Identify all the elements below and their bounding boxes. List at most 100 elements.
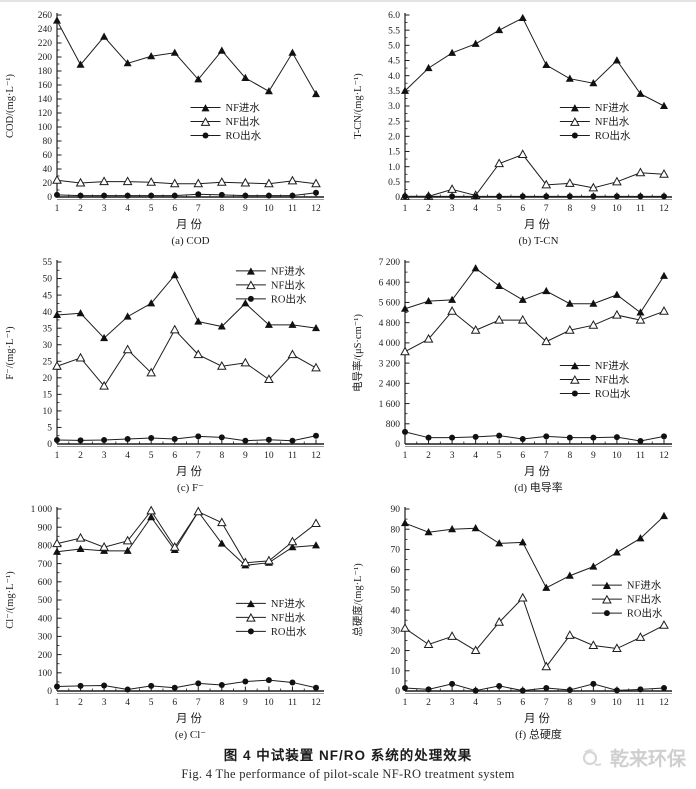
triangle-filled-marker-icon — [170, 48, 179, 56]
triangle-filled-marker-icon — [542, 60, 551, 69]
y-tick-label: 40 — [391, 606, 401, 616]
triangle-filled-marker-icon — [636, 89, 645, 97]
triangle-open-marker-icon — [612, 643, 622, 653]
y-tick-label: 6 400 — [379, 278, 401, 288]
circle-filled-marker-icon — [425, 193, 432, 200]
series-ro-effluent — [402, 428, 667, 444]
triangle-filled-marker-icon — [217, 539, 226, 547]
triangle-filled-marker-icon — [241, 299, 250, 307]
y-tick-label: 15 — [43, 391, 53, 401]
series-line — [404, 267, 665, 314]
y-tick-label: 180 — [38, 67, 53, 77]
triangle-open-marker-icon — [612, 176, 622, 186]
x-tick-label: 9 — [591, 451, 596, 461]
x-axis-title: 月份 — [176, 712, 205, 725]
chart-c-fluoride: 0 5 10 15 20 25 30 35 40 45 50 55 1 2 3 4 5 6 7 8 9 10 11 12 F⁻/… — [0, 249, 348, 496]
x-tick-label: 5 — [149, 204, 154, 214]
triangle-open-marker-icon — [541, 661, 552, 671]
x-tick-label: 4 — [125, 204, 130, 214]
triangle-open-marker-icon — [216, 361, 227, 370]
circle-filled-marker-icon — [472, 193, 479, 200]
x-tick-label: 3 — [102, 698, 107, 708]
circle-filled-marker-icon — [148, 192, 155, 199]
x-tick-label: 12 — [659, 698, 669, 708]
circle-filled-marker-icon — [171, 436, 178, 443]
circle-filled-marker-icon — [265, 192, 272, 199]
triangle-filled-marker-icon — [288, 320, 297, 328]
y-tick-label: 6.0 — [388, 11, 400, 21]
series-nf-influent — [401, 13, 668, 109]
circle-filled-marker-icon — [496, 682, 503, 689]
triangle-filled-marker-icon — [589, 79, 598, 87]
x-tick-label: 10 — [612, 204, 622, 214]
circle-filled-marker-icon — [242, 437, 249, 444]
circle-filled-marker-icon — [519, 435, 526, 442]
y-tick-label: 10 — [391, 667, 401, 677]
triangle-open-marker-icon — [635, 314, 646, 324]
triangle-filled-marker-icon — [471, 264, 480, 272]
circle-filled-marker-icon — [590, 434, 597, 441]
circle-filled-marker-icon — [101, 682, 108, 689]
x-tick-label: 2 — [426, 204, 431, 214]
x-tick-label: 2 — [78, 451, 83, 461]
triangle-open-marker-icon — [287, 175, 298, 185]
x-tick-label: 7 — [544, 451, 549, 461]
x-tick-label: 5 — [149, 698, 154, 708]
series-line — [56, 509, 317, 564]
triangle-open-marker-icon — [122, 176, 133, 186]
circle-filled-marker-icon — [425, 686, 432, 693]
triangle-filled-marker-icon — [518, 295, 527, 303]
series-line — [404, 17, 665, 107]
series-line — [56, 435, 317, 442]
y-tick-label: 5.0 — [388, 42, 400, 52]
triangle-open-marker-icon — [602, 594, 612, 604]
triangle-filled-marker-icon — [312, 89, 320, 98]
circle-filled-marker-icon — [218, 191, 225, 198]
triangle-open-marker-icon — [423, 639, 434, 648]
y-tick-label: 4 800 — [379, 319, 401, 329]
x-tick-label: 2 — [78, 204, 83, 214]
series-nf-influent — [53, 16, 320, 98]
triangle-open-marker-icon — [570, 375, 580, 384]
circle-filled-marker-icon — [613, 434, 620, 441]
y-tick-label: 70 — [391, 546, 401, 556]
y-tick-label: 100 — [38, 669, 53, 679]
triangle-filled-marker-icon — [217, 46, 226, 54]
circle-filled-marker-icon — [449, 193, 456, 200]
legend-label-ro-effluent: RO出水 — [627, 607, 663, 620]
y-tick-label: 3.5 — [388, 87, 400, 97]
x-tick-label: 10 — [612, 698, 622, 708]
triangle-open-marker-icon — [470, 645, 481, 655]
triangle-open-marker-icon — [659, 169, 669, 178]
triangle-open-marker-icon — [146, 367, 157, 377]
circle-filled-marker-icon — [54, 437, 60, 444]
x-axis-title: 月份 — [524, 218, 553, 231]
triangle-open-marker-icon — [216, 177, 227, 186]
series-line — [56, 192, 317, 197]
series-ro-effluent — [54, 677, 319, 693]
triangle-open-marker-icon — [588, 319, 599, 329]
circle-filled-marker-icon — [472, 687, 479, 694]
y-tick-label: 50 — [391, 586, 401, 596]
series-line — [56, 679, 317, 691]
legend-label-nf-effluent: NF出水 — [595, 115, 630, 128]
y-tick-label: 0 — [47, 193, 52, 203]
circle-filled-marker-icon — [289, 437, 296, 444]
triangle-open-marker-icon — [264, 555, 274, 565]
circle-filled-marker-icon — [171, 684, 178, 691]
y-tick-label: 4 000 — [379, 339, 401, 349]
circle-filled-marker-icon — [519, 687, 526, 694]
triangle-open-marker-icon — [564, 630, 575, 639]
circle-filled-marker-icon — [661, 684, 667, 691]
y-tick-label: 200 — [38, 53, 53, 63]
chart-e-chloride: 0 100 200 300 400 500 600 700 800 900 1 000 1 2 3 4 5 6 7… — [0, 496, 348, 743]
circle-filled-marker-icon — [603, 610, 610, 617]
triangle-open-marker-icon — [517, 149, 528, 159]
circle-filled-marker-icon — [195, 680, 202, 687]
triangle-open-marker-icon — [564, 178, 575, 187]
series-nf-influent — [401, 511, 668, 591]
series-line — [405, 153, 665, 197]
